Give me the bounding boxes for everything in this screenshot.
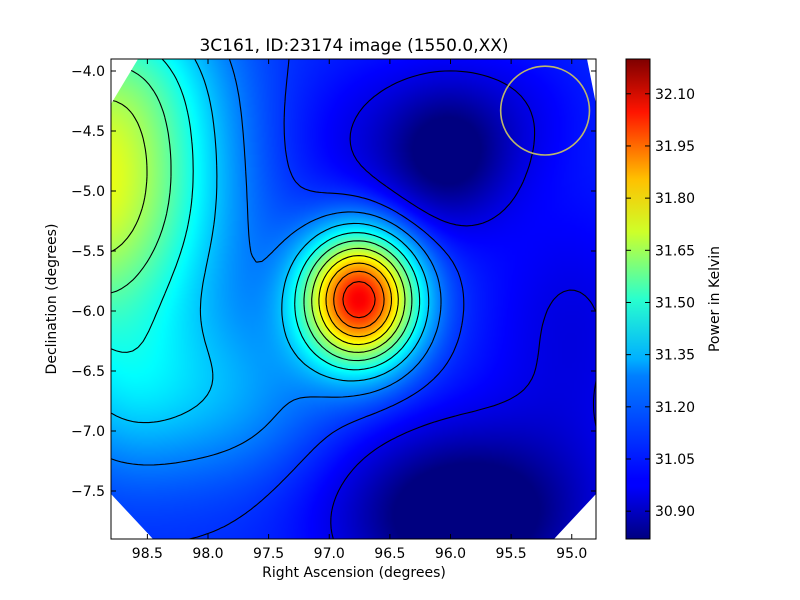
beam-circle: [499, 65, 591, 156]
colorbar-tick-label: 31.35: [655, 348, 695, 364]
x-axis-label: Right Ascension (degrees): [262, 565, 446, 581]
y-tick-label: −7.5: [71, 484, 105, 500]
colorbar: 30.90 31.05 31.20 31.35 31.50 31.65 31.80 31.95…: [625, 58, 723, 540]
chart-title: 3C161, ID:23174 image (1550.0,XX): [199, 36, 508, 56]
colorbar-gradient: [626, 59, 650, 539]
contour-level-4: [111, 59, 421, 371]
x-tick-label: 97.5: [253, 546, 284, 562]
colorbar-tick-label: 31.50: [655, 295, 695, 311]
contour-level-3: [111, 59, 430, 424]
y-tick-label: −5.5: [71, 244, 105, 260]
colorbar-frame: [625, 58, 651, 540]
contour-lines: [111, 59, 596, 539]
y-axis-label: Declination (degrees): [44, 224, 60, 375]
y-tick-label: −7.0: [71, 424, 105, 440]
colorbar-tick-label: 31.05: [655, 452, 695, 468]
y-tick-label: −4.0: [71, 64, 105, 80]
contour-level-1: [189, 59, 465, 539]
y-axis-ticks: −4.0 −4.5 −5.0 −5.5 −6.0 −6.5 −7.0 −7.5: [71, 64, 596, 500]
colorbar-tick-label: 30.90: [655, 504, 695, 520]
x-axis-ticks: 98.5 98.0 97.5 97.0 96.5 96.0 95.5 95.0: [132, 59, 587, 562]
corner-mask-3: [554, 494, 596, 539]
contour-level-10: [342, 281, 376, 319]
plot-frame: [110, 58, 597, 540]
corner-masks: [111, 59, 596, 539]
contour-level-8: [325, 262, 393, 338]
y-tick-label: −5.0: [71, 184, 105, 200]
contour-level-9: [333, 270, 385, 329]
x-tick-label: 96.5: [374, 546, 405, 562]
contour-level-6: [111, 99, 406, 353]
colorbar-tick-label: 32.10: [655, 87, 695, 103]
plot-area: 98.5 98.0 97.5 97.0 96.5 96.0 95.5 95.0 −4.0−4.…: [71, 58, 597, 562]
x-tick-label: 98.0: [192, 546, 223, 562]
y-tick-label: −4.5: [71, 124, 105, 140]
x-tick-label: 96.0: [435, 546, 466, 562]
contour-level-0: [330, 70, 596, 539]
colorbar-tick-label: 31.80: [655, 191, 695, 207]
corner-mask-2: [111, 494, 153, 539]
contour-level-7: [318, 255, 399, 346]
colorbar-tick-label: 31.20: [655, 400, 695, 416]
x-tick-label: 95.0: [556, 546, 587, 562]
colorbar-ticks: 30.90 31.05 31.20 31.35 31.50 31.65 31.80 31.95…: [626, 87, 695, 520]
heatmap-image: [111, 59, 596, 539]
colorbar-tick-label: 31.95: [655, 139, 695, 155]
corner-mask-0: [111, 59, 138, 104]
corner-mask-1: [587, 59, 596, 104]
x-tick-label: 98.5: [132, 546, 163, 562]
colorbar-tick-label: 31.65: [655, 243, 695, 259]
x-tick-label: 95.5: [496, 546, 527, 562]
y-tick-label: −6.5: [71, 364, 105, 380]
x-tick-label: 97.0: [314, 546, 345, 562]
colorbar-label: Power in Kelvin: [707, 246, 723, 352]
y-tick-label: −6.0: [71, 304, 105, 320]
